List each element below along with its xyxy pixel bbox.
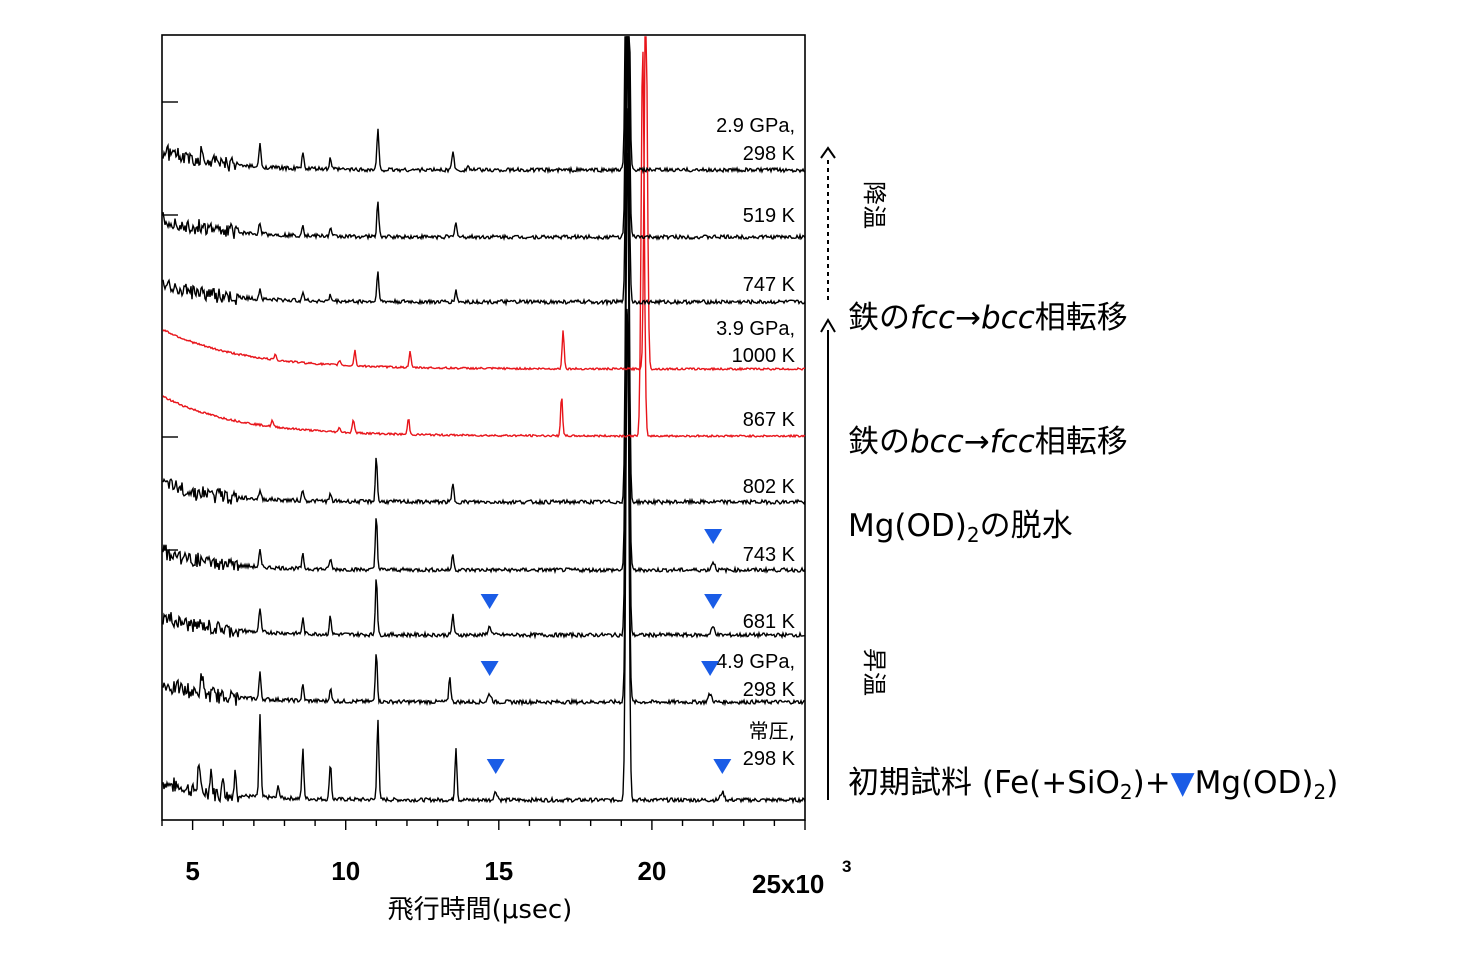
spectrum-trace-9 [162, 36, 806, 175]
spectrum-trace-4 [162, 46, 806, 507]
fcc-to-bcc-annotation: 鉄のfcc→bcc相転移 [848, 300, 1128, 336]
trace-condition-label: 2.9 GPa, [716, 115, 795, 137]
cooling-arrow-head [820, 146, 836, 159]
mgod2-marker-icon [713, 759, 732, 774]
spectrum-trace-5 [162, 51, 806, 439]
spectrum-trace-6 [162, 36, 806, 372]
spectra-group: 常圧, 298 K 4.9 GPa, 298 K 681 K 743 K 802 K 867 … [162, 36, 806, 805]
mgod2-marker-icon [704, 594, 723, 609]
heating-arrow-head [820, 318, 836, 333]
trace-condition-label: 802 K [743, 476, 796, 498]
spectrum-trace-8 [162, 36, 806, 242]
trace-condition-label: 298 K [743, 679, 796, 701]
x-axis-label: 飛行時間(μsec) [388, 895, 573, 925]
spectrum-trace-2 [162, 152, 806, 640]
x-tick-label: 5 [185, 856, 199, 886]
mgod2-marker-icon [480, 594, 499, 609]
trace-condition-label: 1000 K [732, 345, 796, 367]
trace-condition-label: 867 K [743, 409, 796, 431]
spectrum-trace-7 [162, 36, 806, 307]
mgod2-marker-icon [701, 661, 720, 676]
spectrum-trace-0 [162, 308, 806, 805]
spectrum-trace-3 [162, 108, 806, 575]
bcc-to-fcc-annotation: 鉄のbcc→fcc相転移 [848, 424, 1128, 460]
spectrum-trace-1 [162, 315, 806, 707]
x-axis: 5 10 15 20 [161, 820, 806, 886]
trace-condition-label: 747 K [743, 274, 796, 296]
trace-condition-label: 298 K [743, 748, 796, 770]
x-tick-label: 15 [484, 856, 513, 886]
heating-label: 昇温 [860, 648, 888, 696]
cooling-label: 降温 [860, 181, 888, 229]
plot-frame [161, 34, 806, 821]
x-tick-label: 10 [331, 856, 360, 886]
trace-condition-label: 3.9 GPa, [716, 318, 795, 340]
x-tick-label: 20 [637, 856, 666, 886]
trace-condition-label: 常圧, [749, 719, 795, 743]
mgod2-marker-icon [486, 759, 505, 774]
trace-condition-label: 681 K [743, 611, 796, 633]
x-multiplier-label: 25x10 [752, 869, 824, 899]
trace-condition-label: 519 K [743, 205, 796, 227]
trace-condition-label: 298 K [743, 143, 796, 165]
dehydration-annotation: Mg(OD)2の脱水 [848, 508, 1073, 547]
trace-condition-label: 743 K [743, 544, 796, 566]
mgod2-marker-icon [704, 529, 723, 544]
mgod2-marker-icon [480, 661, 499, 676]
trace-condition-label: 4.9 GPa, [716, 651, 795, 673]
x-multiplier-exponent: 3 [842, 857, 851, 876]
initial-sample-annotation: 初期試料 (Fe(+SiO2)+▼Mg(OD)2) [848, 765, 1338, 804]
